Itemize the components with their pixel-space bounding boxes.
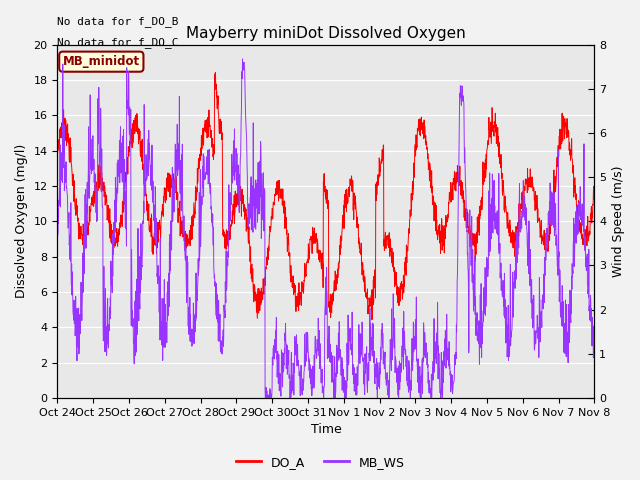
DO_A [368,317,376,323]
Y-axis label: Wind Speed (m/s): Wind Speed (m/s) [612,166,625,277]
Line: DO_A: DO_A [58,72,595,320]
DO_A [81,232,89,238]
MB_WS [316,353,323,359]
DO_A [575,226,583,231]
Text: No data for f_DO_C: No data for f_DO_C [58,37,179,48]
DO_A [315,257,323,263]
Line: MB_WS: MB_WS [58,59,595,398]
DO_A [301,270,308,276]
Legend: DO_A, MB_WS: DO_A, MB_WS [230,451,410,474]
MB_WS [575,210,583,216]
Text: No data for f_DO_B: No data for f_DO_B [58,16,179,27]
DO_A [54,136,61,142]
X-axis label: Time: Time [310,423,341,436]
MB_WS [262,395,269,401]
DO_A [575,217,583,223]
DO_A [477,203,484,208]
MB_WS [239,56,246,62]
MB_WS [477,341,484,347]
Y-axis label: Dissolved Oxygen (mg/l): Dissolved Oxygen (mg/l) [15,144,28,299]
DO_A [591,194,598,200]
MB_WS [301,360,308,365]
MB_WS [81,246,89,252]
MB_WS [591,339,598,345]
MB_WS [575,199,583,204]
MB_WS [54,190,61,196]
Title: Mayberry miniDot Dissolved Oxygen: Mayberry miniDot Dissolved Oxygen [186,25,466,41]
DO_A [212,70,220,75]
Text: MB_minidot: MB_minidot [63,55,140,68]
